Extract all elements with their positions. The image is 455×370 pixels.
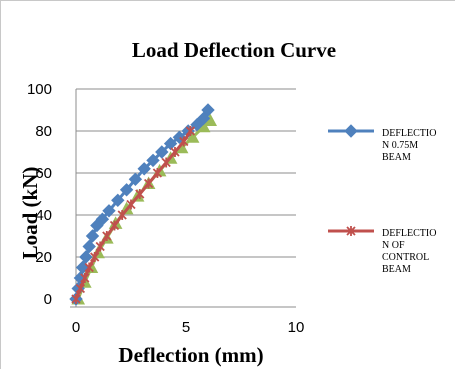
data-point-diamond [163, 136, 178, 151]
data-point-diamond [344, 124, 358, 138]
data-point-x [135, 189, 145, 199]
data-point-triangle [185, 130, 200, 143]
data-point-x [126, 199, 136, 210]
data-point-diamond [85, 229, 100, 243]
y-tick-label: 0 [44, 291, 52, 308]
data-point-diamond [79, 250, 93, 264]
y-tick-label: 40 [35, 207, 52, 224]
series-2 [71, 126, 196, 304]
legend-label-line: DEFLECTIO [382, 128, 436, 139]
x-tick-label: 0 [72, 319, 80, 336]
legend-label-line: BEAM [382, 152, 411, 163]
tick-labels: 0 20 40 60 80 100 0 5 10 [27, 81, 304, 336]
data-point-x [170, 147, 180, 157]
data-point-x [75, 283, 86, 294]
data-point-x [71, 294, 81, 304]
y-tick-label: 60 [35, 165, 52, 182]
data-point-x [84, 262, 94, 273]
y-tick-label: 100 [27, 81, 52, 98]
data-point-x [102, 231, 112, 241]
series-1 [69, 103, 215, 306]
series-line [74, 109, 210, 300]
data-point-diamond [102, 204, 116, 218]
data-point-diamond [119, 183, 134, 197]
series-3 [71, 113, 218, 305]
data-point-x [117, 210, 127, 220]
data-point-x [80, 273, 90, 283]
axes [70, 89, 296, 308]
data-point-x [152, 168, 163, 178]
data-point-x [185, 126, 196, 136]
data-point-x [161, 157, 171, 168]
y-tick-label: 80 [35, 123, 52, 140]
x-axis-title: Deflection (mm) [118, 343, 263, 367]
data-point-x [143, 178, 154, 189]
data-point-x [90, 252, 100, 262]
legend-label-line: BEAM [382, 264, 411, 275]
gridlines [76, 88, 296, 258]
data-point-diamond [128, 172, 143, 187]
legend-label-line: N OF [382, 240, 405, 251]
legend-label-line: CONTROL [382, 252, 429, 263]
series-line [76, 119, 212, 300]
data-point-diamond [137, 162, 151, 176]
y-tick-label: 20 [35, 249, 52, 266]
data-point-x [179, 136, 189, 147]
legend-label-line: DEFLECTIO [382, 228, 436, 239]
data-point-diamond [82, 239, 96, 254]
data-point-x [346, 226, 356, 236]
legend-label-line: N 0.75M [382, 140, 418, 151]
y-axis-title: Load (kN) [18, 167, 42, 260]
data-point-diamond [201, 103, 215, 117]
data-point-diamond [95, 212, 110, 226]
series-layer [69, 103, 218, 306]
data-point-diamond [196, 111, 211, 126]
chart-title: Load Deflection Curve [132, 38, 336, 62]
data-point-diamond [111, 193, 125, 208]
x-tick-label: 5 [182, 319, 190, 336]
data-point-diamond [146, 153, 160, 168]
data-point-x [95, 241, 105, 252]
data-point-x [109, 220, 120, 231]
x-tick-label: 10 [288, 319, 305, 336]
data-point-diamond [155, 145, 169, 159]
